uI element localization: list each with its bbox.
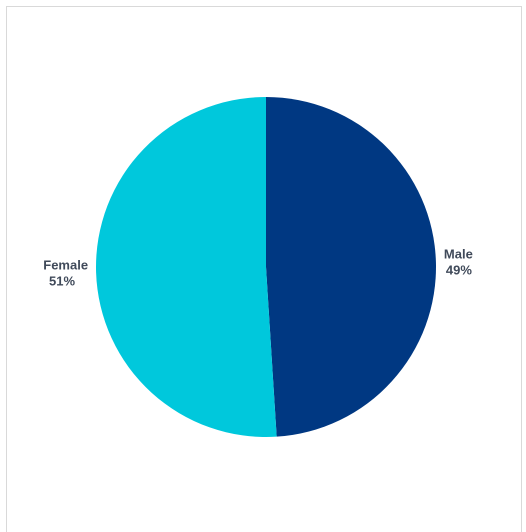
- slice-value-male: 49%: [446, 262, 472, 277]
- pie-slice-female: [95, 97, 277, 438]
- slice-label-female: Female: [43, 258, 88, 273]
- slice-label-male: Male: [444, 246, 473, 261]
- pie-slices: [95, 97, 436, 438]
- pie-slice-male: [266, 97, 436, 437]
- slice-value-female: 51%: [49, 274, 75, 289]
